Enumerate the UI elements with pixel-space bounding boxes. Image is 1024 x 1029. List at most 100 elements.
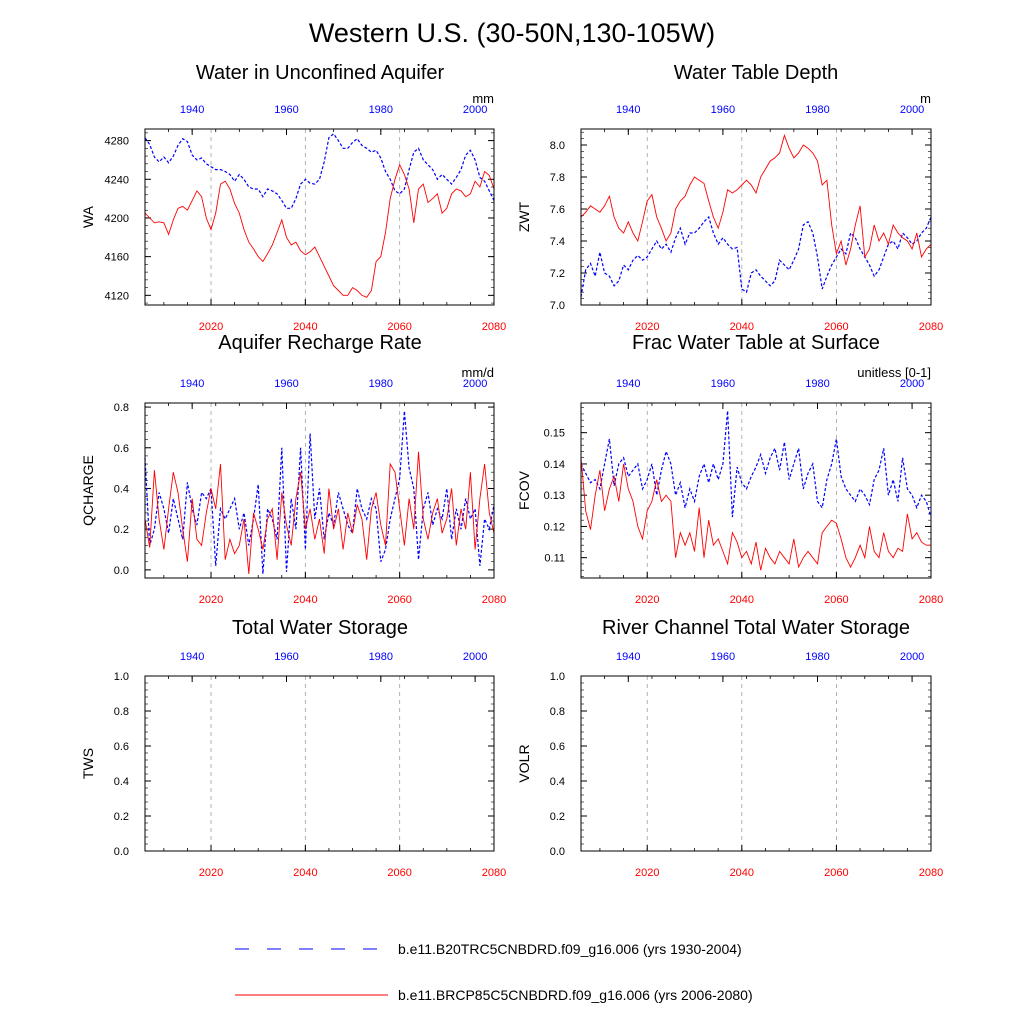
x-tick-label: 2060 (824, 321, 848, 333)
top-tick-label: 1940 (180, 651, 204, 663)
x-tick-label: 2040 (730, 867, 754, 879)
plot-frame (580, 128, 932, 306)
plot-frame (580, 675, 932, 852)
plot-frame (144, 128, 495, 306)
x-tick-label: 2040 (293, 867, 317, 879)
y-tick-label: 0.14 (544, 459, 565, 471)
units-label: m (920, 91, 931, 106)
panel-qcharge: Aquifer Recharge Rate mm/d QCHARGE 2020 2040… (80, 332, 506, 606)
x-tick-label: 2060 (387, 867, 411, 879)
legend-label-historical: b.e11.B20TRC5CNBDRD.f09_g16.006 (yrs 193… (398, 941, 742, 957)
x-tick-label: 2080 (482, 867, 506, 879)
top-tick-label: 2000 (900, 104, 924, 116)
top-tick-label: 1980 (369, 378, 393, 390)
x-tick-label: 2080 (919, 594, 943, 606)
panel-title: Frac Water Table at Surface (632, 332, 880, 354)
x-tick-label: 2060 (824, 867, 848, 879)
x-tick-label: 2020 (635, 321, 659, 333)
y-tick-label: 0.6 (114, 741, 129, 753)
y-tick-label: 7.8 (550, 172, 565, 184)
panel-title: Total Water Storage (232, 617, 408, 639)
x-tick-label: 2080 (482, 594, 506, 606)
plot-frame (144, 402, 495, 579)
y-tick-label: 7.6 (550, 204, 565, 216)
figure-title: Western U.S. (30-50N,130-105W) (309, 18, 715, 48)
panel-volr: River Channel Total Water Storage VOLR 202… (516, 617, 943, 879)
top-tick-label: 1980 (805, 378, 829, 390)
legend: b.e11.B20TRC5CNBDRD.f09_g16.006 (yrs 193… (235, 941, 753, 1003)
x-tick-label: 2080 (919, 321, 943, 333)
y-tick-label: 0.0 (114, 565, 129, 577)
top-tick-label: 1940 (616, 651, 640, 663)
y-tick-label: 7.0 (550, 300, 565, 312)
y-axis-label: QCHARGE (80, 455, 96, 526)
top-tick-label: 2000 (900, 378, 924, 390)
units-label: mm/d (462, 365, 495, 380)
y-tick-label: 0.2 (550, 811, 565, 823)
series-future-line (580, 133, 932, 266)
series-future-line (580, 457, 931, 571)
x-tick-label: 2020 (199, 594, 223, 606)
y-tick-label: 0.2 (114, 811, 129, 823)
top-tick-label: 1980 (369, 651, 393, 663)
top-tick-label: 1960 (711, 378, 735, 390)
y-tick-label: 0.13 (544, 490, 565, 502)
panel-zwt: Water Table Depth m ZWT 2020 2040 2060 2080 194… (516, 62, 943, 333)
panels: Water in Unconfined Aquifer mm WA 2020 2040 2… (80, 62, 943, 879)
y-tick-label: 0.4 (114, 776, 129, 788)
top-tick-label: 1940 (180, 378, 204, 390)
top-tick-label: 1940 (180, 104, 204, 116)
x-tick-label: 2080 (482, 321, 506, 333)
y-tick-label: 7.4 (550, 236, 565, 248)
top-tick-label: 1980 (805, 104, 829, 116)
x-tick-label: 2020 (199, 321, 223, 333)
units-label: unitless [0-1] (857, 365, 931, 380)
panel-title: Water Table Depth (674, 62, 839, 84)
y-tick-label: 0.4 (550, 776, 565, 788)
top-tick-label: 2000 (463, 378, 487, 390)
y-tick-label: 4240 (105, 174, 129, 186)
x-tick-label: 2060 (387, 594, 411, 606)
panel-fcov: Frac Water Table at Surface unitless [0-1… (516, 332, 943, 606)
panel-title: River Channel Total Water Storage (602, 617, 910, 639)
legend-label-future: b.e11.BRCP85C5CNBDRD.f09_g16.006 (yrs 20… (398, 987, 753, 1003)
top-tick-label: 1960 (711, 651, 735, 663)
x-tick-label: 2040 (293, 594, 317, 606)
top-tick-label: 1940 (616, 104, 640, 116)
y-tick-label: 8.0 (550, 140, 565, 152)
units-label: mm (472, 91, 494, 106)
y-tick-label: 1.0 (550, 671, 565, 683)
y-tick-label: 0.4 (114, 483, 129, 495)
panel-wa: Water in Unconfined Aquifer mm WA 2020 2040 2… (80, 62, 506, 333)
y-axis-label: ZWT (516, 201, 532, 232)
series-future-line (144, 451, 495, 574)
y-tick-label: 0.0 (550, 846, 565, 858)
y-tick-label: 0.6 (550, 741, 565, 753)
series-future-line (144, 163, 495, 298)
y-tick-label: 0.2 (114, 524, 129, 536)
plot-frame (580, 402, 932, 579)
x-tick-label: 2020 (199, 867, 223, 879)
y-axis-label: TWS (80, 748, 96, 779)
series-historical-line (144, 132, 495, 209)
y-tick-label: 0.8 (114, 706, 129, 718)
top-tick-label: 1960 (711, 104, 735, 116)
y-tick-label: 0.8 (114, 402, 129, 414)
y-tick-label: 0.8 (550, 706, 565, 718)
x-tick-label: 2020 (635, 867, 659, 879)
panel-title: Water in Unconfined Aquifer (196, 62, 445, 84)
plot-frame (144, 675, 495, 852)
series-historical-line (144, 411, 495, 574)
y-tick-label: 4200 (105, 213, 129, 225)
top-tick-label: 2000 (900, 651, 924, 663)
top-tick-label: 1940 (616, 378, 640, 390)
top-tick-label: 2000 (463, 104, 487, 116)
y-tick-label: 0.6 (114, 443, 129, 455)
x-tick-label: 2020 (635, 594, 659, 606)
x-tick-label: 2040 (730, 321, 754, 333)
y-tick-label: 4120 (105, 290, 129, 302)
y-tick-label: 0.0 (114, 846, 129, 858)
y-tick-label: 0.15 (544, 428, 565, 440)
